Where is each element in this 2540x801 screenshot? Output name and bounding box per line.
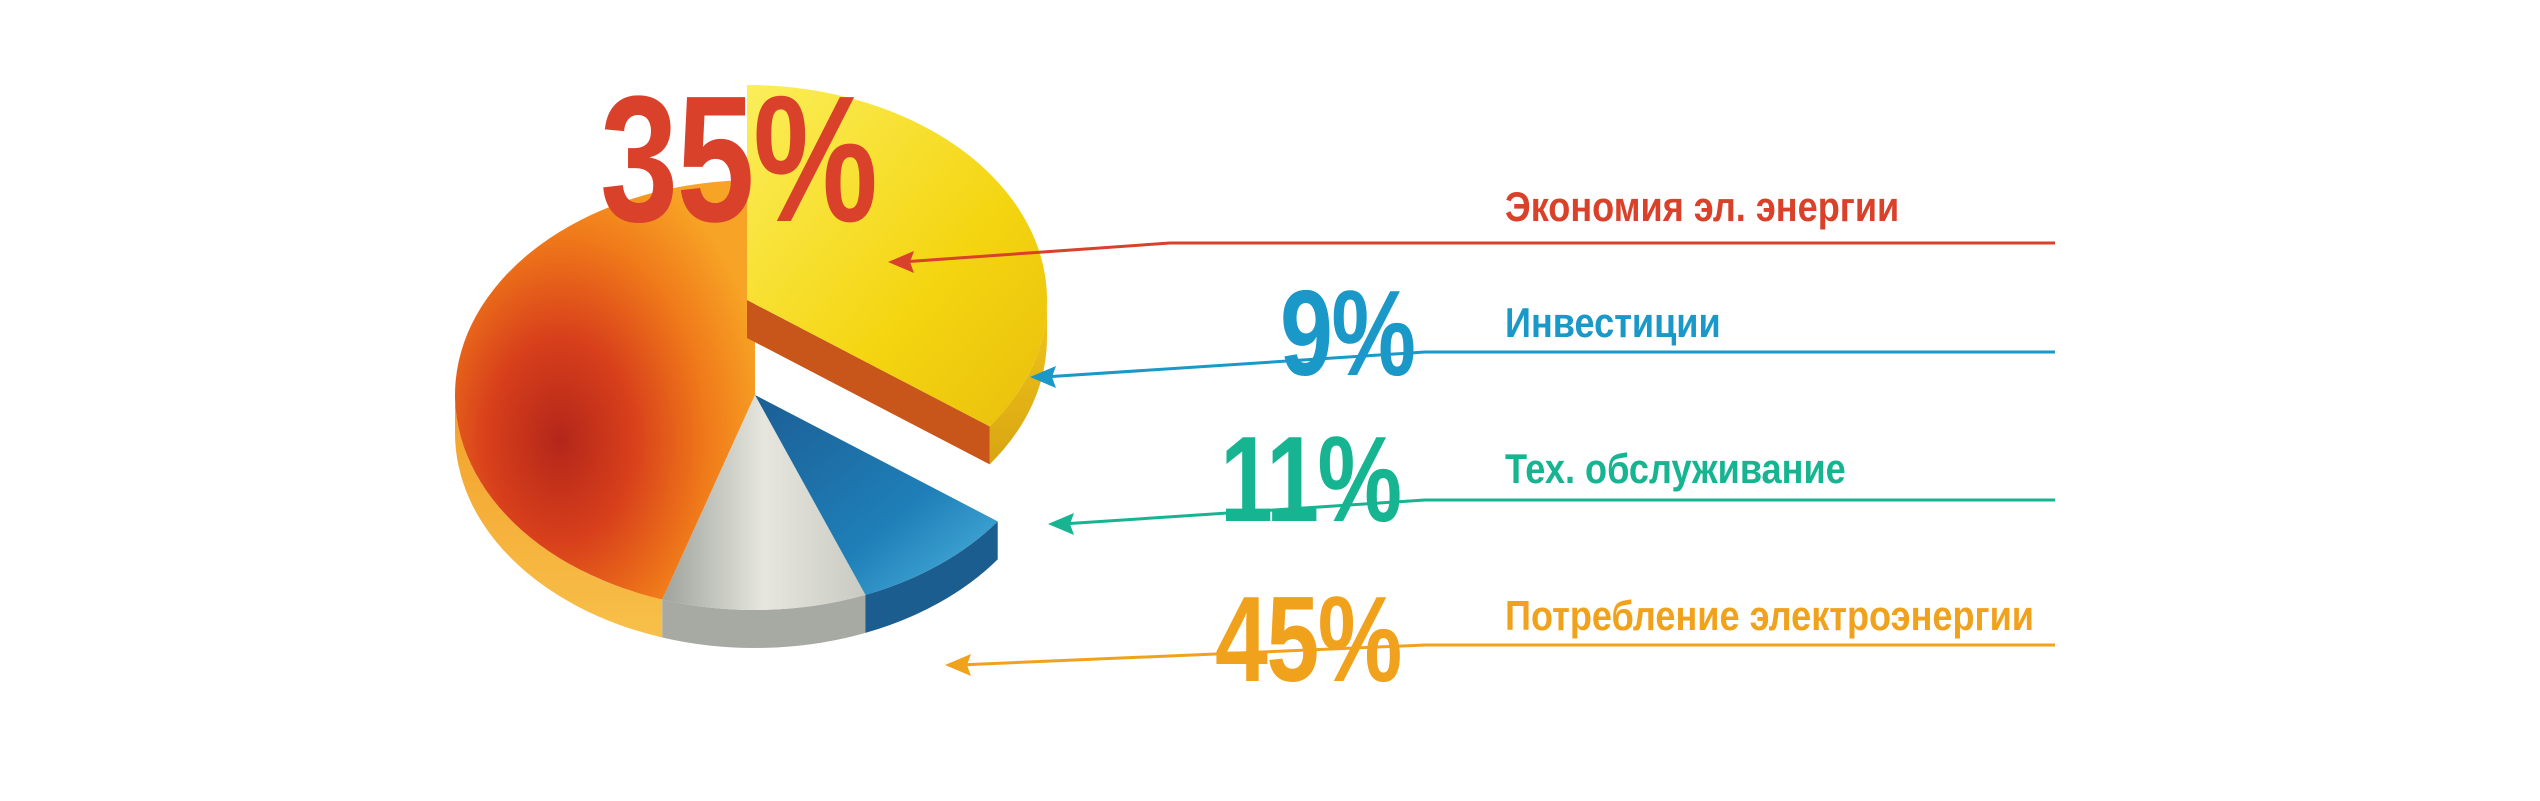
pie-slice-4 (454, 180, 755, 638)
pie-slice-top (747, 85, 1047, 427)
pie-slice-wall (747, 300, 990, 465)
callout-arrow-3 (1048, 498, 2055, 535)
callout-arrow-2 (1030, 350, 2055, 388)
arrowhead-icon (1048, 513, 1074, 535)
slice-legend-label: Экономия эл. энергии (1505, 183, 1900, 230)
callout-line (1043, 350, 2055, 379)
pie-slice-side (865, 521, 998, 633)
slice-legend-label: Потребление электроэнергии (1505, 592, 2035, 639)
callout-line (958, 643, 2055, 667)
pie-slice-1 (747, 85, 1047, 465)
pie-slice-side (662, 594, 866, 648)
pie-slice-top (755, 395, 998, 595)
slice-legend-label: Тех. обслуживание (1505, 445, 1846, 492)
pie-slice-top (454, 180, 755, 600)
callout-line (1061, 498, 2055, 526)
slice-percent-label: 35% (600, 59, 878, 260)
slice-percent-label: 9% (1280, 265, 1416, 401)
pie-slice-top (662, 395, 866, 611)
slice-percent-label: 11% (1220, 411, 1402, 547)
callout-arrow-4 (945, 643, 2055, 676)
pie-slice-3 (662, 395, 866, 648)
callout-arrow-1 (888, 241, 2055, 273)
pie-slice-side (989, 300, 1047, 465)
slice-percent-label: 45% (1215, 571, 1402, 707)
arrowhead-icon (1030, 366, 1056, 388)
pie-slice-2 (755, 395, 998, 633)
pie-slice-side (455, 395, 663, 638)
arrowhead-icon (945, 654, 971, 676)
arrowhead-icon (888, 251, 914, 273)
callout-line (901, 241, 2055, 264)
slice-legend-label: Инвестиции (1505, 299, 1721, 346)
